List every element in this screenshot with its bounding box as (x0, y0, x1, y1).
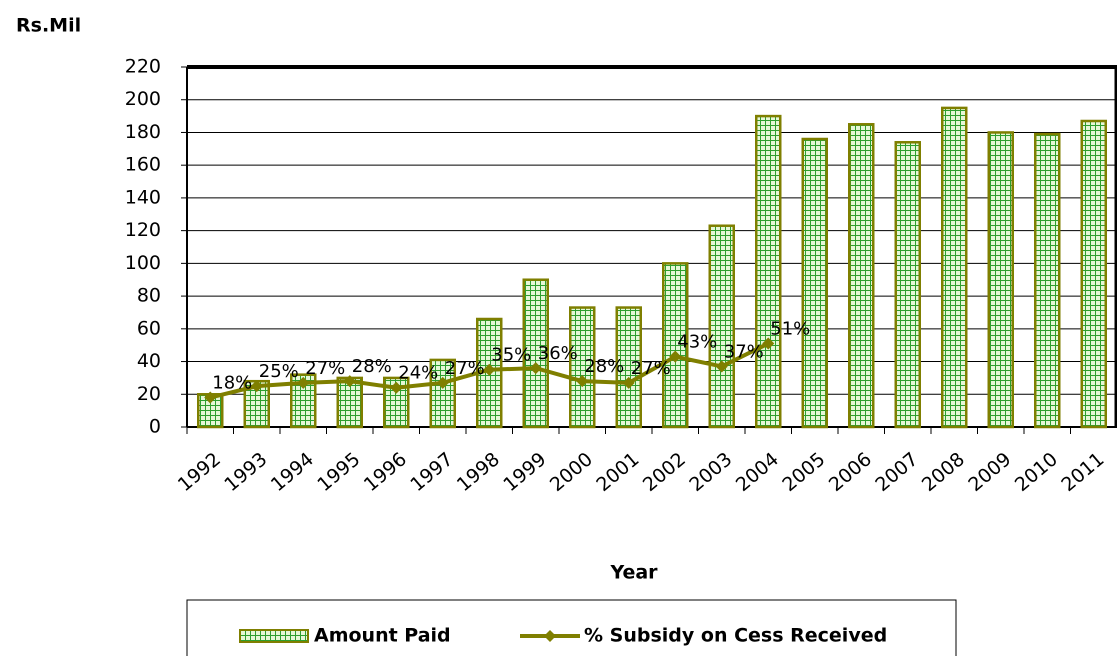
y-axis-label: Rs.Mil (16, 15, 81, 37)
x-tick-label: 1992 (174, 448, 225, 496)
data-label: 28% (352, 356, 392, 377)
data-label: 27% (445, 358, 485, 379)
y-tick-label: 120 (125, 219, 161, 241)
bar (801, 137, 828, 429)
x-tick-label: 1999 (499, 448, 550, 496)
legend-label: Amount Paid (314, 625, 451, 647)
x-tick-label: 2000 (546, 448, 597, 496)
x-tick-label: 2008 (918, 448, 969, 496)
legend-swatch (239, 629, 309, 643)
legend-label: % Subsidy on Cess Received (584, 625, 887, 647)
line-marker (343, 375, 356, 388)
x-axis-label: Year (609, 562, 658, 584)
data-label: 18% (212, 373, 252, 394)
x-tick-label: 2005 (778, 448, 829, 496)
x-tick-label: 1998 (453, 448, 504, 496)
x-tick-label: 2009 (964, 448, 1015, 496)
y-tick-label: 220 (125, 56, 161, 78)
x-tick-label: 2011 (1057, 448, 1108, 496)
bar (662, 262, 689, 429)
bar (569, 306, 596, 429)
bar (1080, 119, 1107, 429)
line-marker (250, 380, 263, 393)
x-tick-label: 1996 (360, 448, 411, 496)
line-marker (297, 376, 310, 389)
data-label: 24% (398, 363, 438, 384)
x-tick-label: 2010 (1011, 448, 1062, 496)
data-label: 37% (724, 341, 764, 362)
data-label: 25% (259, 361, 299, 382)
y-tick-label: 160 (125, 154, 161, 176)
bar (894, 141, 921, 429)
data-label: 27% (631, 358, 671, 379)
y-tick-label: 40 (137, 350, 161, 372)
data-label: 36% (538, 343, 578, 364)
bar (615, 306, 642, 429)
y-tick-label: 200 (125, 88, 161, 110)
x-tick-label: 2002 (639, 448, 690, 496)
bar (429, 358, 456, 429)
line-marker (576, 375, 589, 388)
x-tick-label: 2007 (871, 448, 922, 496)
x-tick-label: 1993 (220, 448, 271, 496)
data-label: 51% (770, 319, 810, 340)
line-marker (715, 360, 728, 373)
data-label: 35% (491, 345, 531, 366)
y-tick-label: 100 (125, 252, 161, 274)
data-label: 27% (305, 358, 345, 379)
line-marker (762, 337, 775, 350)
y-tick-label: 180 (125, 121, 161, 143)
x-tick-label: 2004 (732, 448, 783, 496)
line-marker (204, 391, 217, 404)
y-tick-label: 0 (149, 416, 161, 438)
line-marker (436, 376, 449, 389)
legend-box (186, 599, 957, 656)
bar (522, 278, 549, 429)
y-tick-label: 20 (137, 383, 161, 405)
legend-marker (544, 630, 556, 642)
bar (197, 393, 224, 429)
bar (755, 114, 782, 429)
line-marker (483, 363, 496, 376)
bar (941, 106, 968, 429)
data-label: 43% (677, 332, 717, 353)
x-tick-label: 2003 (685, 448, 736, 496)
bar (987, 131, 1014, 429)
x-tick-label: 1997 (406, 448, 457, 496)
y-tick-label: 60 (137, 317, 161, 339)
line-marker (529, 362, 542, 375)
data-label: 28% (584, 356, 624, 377)
bar (1034, 132, 1061, 429)
line-marker (669, 350, 682, 363)
line-marker (390, 381, 403, 394)
line-marker (622, 376, 635, 389)
bar (708, 224, 735, 429)
x-tick-label: 2006 (825, 448, 876, 496)
y-tick-label: 80 (137, 285, 161, 307)
y-tick-label: 140 (125, 186, 161, 208)
x-tick-label: 1995 (313, 448, 364, 496)
bar (848, 123, 875, 429)
x-tick-label: 1994 (267, 448, 318, 496)
x-tick-label: 2001 (592, 448, 643, 496)
